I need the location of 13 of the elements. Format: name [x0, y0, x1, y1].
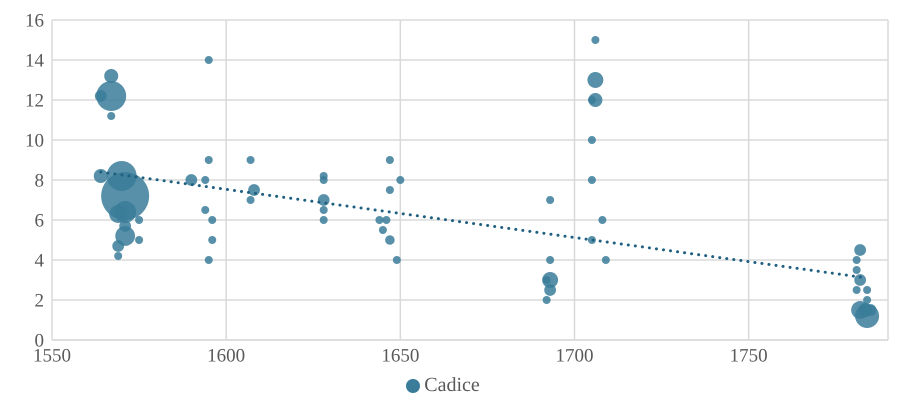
x-tick-label: 1750: [730, 345, 768, 366]
legend-label: Cadice: [424, 374, 480, 396]
y-tick-label: 6: [34, 210, 44, 232]
y-tick-label: 8: [34, 170, 44, 192]
x-tick-label: 1600: [207, 345, 246, 366]
x-tick-label: 1650: [381, 345, 420, 366]
y-tick-label: 16: [25, 10, 44, 32]
y-tick-label: 14: [25, 50, 44, 72]
x-tick-label: 1700: [556, 345, 594, 366]
y-tick-label: 4: [34, 250, 44, 272]
y-tick-label: 10: [25, 130, 44, 152]
y-tick-label: 2: [34, 290, 44, 312]
y-tick-label: 12: [25, 90, 44, 112]
